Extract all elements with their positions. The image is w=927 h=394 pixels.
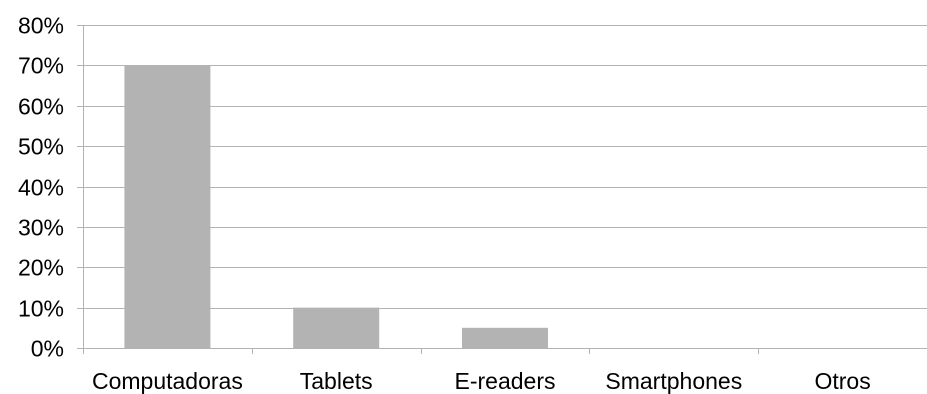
y-tick-label: 40% bbox=[18, 175, 64, 201]
y-tick-label: 30% bbox=[18, 215, 64, 241]
y-tick-label: 80% bbox=[18, 13, 64, 39]
x-tick-label: Smartphones bbox=[605, 368, 742, 394]
x-tick-label: Tablets bbox=[300, 368, 373, 394]
x-tick-label: E-readers bbox=[455, 368, 556, 394]
grid-lines bbox=[83, 25, 927, 309]
bars bbox=[124, 65, 548, 348]
x-tick-labels: Computadoras Tablets E-readers Smartphones O… bbox=[92, 368, 871, 394]
bar-e-readers bbox=[462, 327, 548, 348]
x-tick-label: Otros bbox=[814, 368, 870, 394]
y-tick-label: 10% bbox=[18, 296, 64, 322]
y-tick-label: 50% bbox=[18, 134, 64, 160]
bar-tablets bbox=[293, 307, 380, 348]
bar-computadoras bbox=[124, 65, 211, 348]
axes bbox=[77, 25, 927, 354]
y-tick-label: 20% bbox=[18, 255, 64, 281]
y-tick-label: 0% bbox=[31, 336, 64, 362]
x-tick-label: Computadoras bbox=[92, 368, 243, 394]
y-tick-label: 60% bbox=[18, 94, 64, 120]
y-tick-labels: 0% 10% 20% 30% 40% 50% 60% 70% 80% bbox=[18, 13, 64, 362]
y-tick-label: 70% bbox=[18, 53, 64, 79]
